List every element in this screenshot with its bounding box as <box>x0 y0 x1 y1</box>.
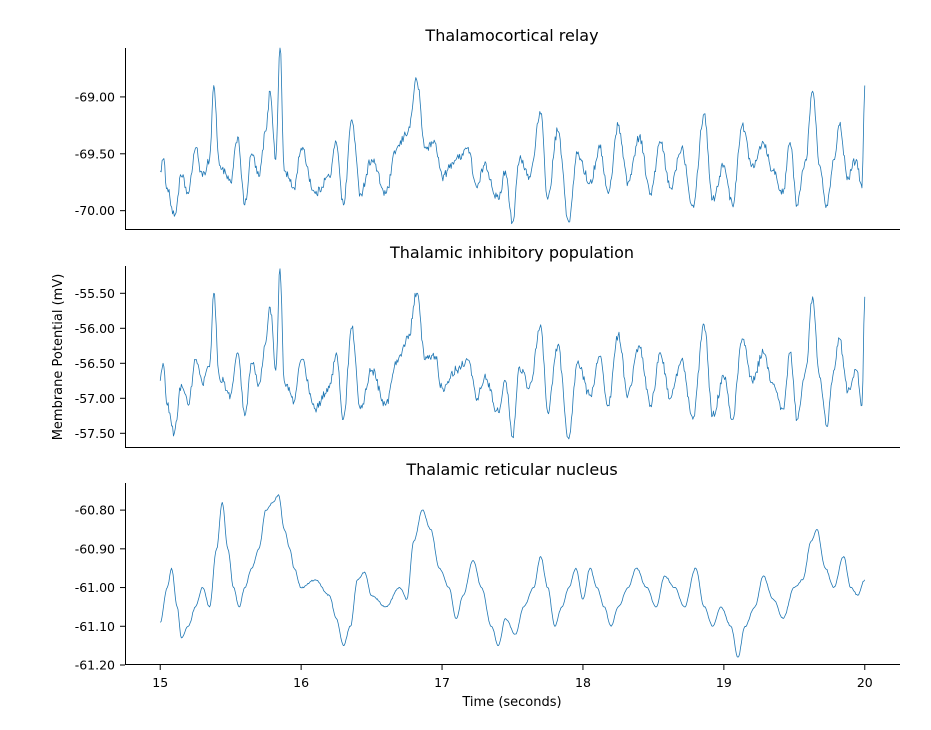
panel-title-relay: Thalamocortical relay <box>424 26 598 45</box>
y-tick-label: -70.00 <box>75 203 115 218</box>
x-tick-label: 19 <box>716 675 732 690</box>
y-tick-label: -57.50 <box>75 426 115 441</box>
y-tick-label: -61.20 <box>75 658 115 673</box>
panel-title-reticular: Thalamic reticular nucleus <box>405 460 617 479</box>
y-tick-label: -60.90 <box>75 541 115 556</box>
y-tick-label: -69.50 <box>75 146 115 161</box>
y-ticks-inhibitory: -55.50 -56.00 -56.50 -57.00 -57.50 <box>75 286 125 441</box>
y-tick-label: -55.50 <box>75 286 115 301</box>
x-tick-label: 17 <box>434 675 450 690</box>
y-tick-label: -60.80 <box>75 503 115 518</box>
x-tick-label: 18 <box>575 675 591 690</box>
y-axis-label: Membrane Potential (mV) <box>51 274 66 441</box>
y-tick-label: -56.50 <box>75 356 115 371</box>
x-tick-label: 20 <box>857 675 873 690</box>
y-ticks-reticular: -60.80 -60.90 -61.00 -61.10 -61.20 <box>75 503 125 673</box>
trace-reticular <box>159 494 866 658</box>
x-axis-label: Time (seconds) <box>461 695 561 710</box>
x-tick-label: 15 <box>152 675 168 690</box>
y-tick-label: -61.10 <box>75 619 115 634</box>
trace-inhibitory <box>159 268 866 440</box>
panel-inhibitory: Thalamic inhibitory population -55.50 -56… <box>75 243 900 448</box>
y-tick-label: -56.00 <box>75 321 115 336</box>
y-ticks-relay: -69.00 -69.50 -70.00 <box>75 89 125 218</box>
trace-relay <box>159 47 866 225</box>
y-tick-label: -69.00 <box>75 89 115 104</box>
x-ticks: 15 16 17 18 19 20 <box>152 665 873 690</box>
panel-title-inhibitory: Thalamic inhibitory population <box>389 243 634 262</box>
x-tick-label: 16 <box>293 675 309 690</box>
y-tick-label: -61.00 <box>75 580 115 595</box>
panel-relay: Thalamocortical relay -69.00 -69.50 -70.00 <box>75 26 900 230</box>
y-tick-label: -57.00 <box>75 391 115 406</box>
panel-reticular: Thalamic reticular nucleus -60.80-60.90-… <box>75 460 900 690</box>
